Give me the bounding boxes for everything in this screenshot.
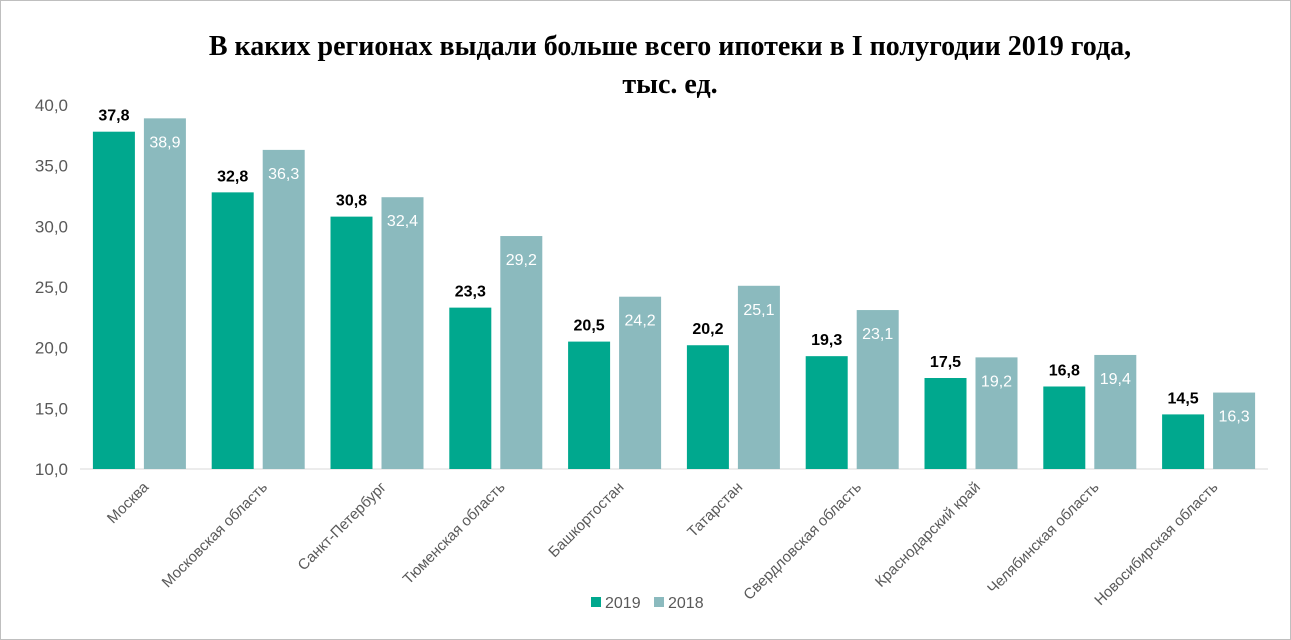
data-label-2019: 19,3 (811, 332, 842, 349)
bar-2018-6 (856, 310, 899, 469)
bar-2019-2 (330, 216, 373, 469)
bar-2019-7 (924, 378, 967, 469)
data-label-2019: 30,8 (336, 193, 367, 210)
bar-2018-5 (737, 285, 780, 469)
data-label-2018: 19,4 (1100, 371, 1131, 388)
bar-2019-1 (211, 192, 254, 470)
y-tick-label: 20,0 (35, 339, 68, 358)
bar-2019-4 (568, 341, 611, 469)
category-label: Свердловская область (740, 479, 865, 604)
data-label-2018: 36,3 (268, 166, 299, 183)
data-label-2018: 23,1 (862, 326, 893, 343)
y-tick-label: 15,0 (35, 399, 68, 418)
category-label: Татарстан (684, 479, 746, 541)
data-label-2018: 24,2 (625, 313, 656, 330)
data-label-2019: 37,8 (98, 108, 129, 125)
category-label: Московская область (159, 479, 272, 592)
y-tick-label: 35,0 (35, 157, 68, 176)
data-label-2019: 20,5 (574, 318, 605, 335)
bar-2019-5 (686, 345, 729, 469)
category-label: Новосибирская область (1091, 479, 1221, 609)
category-label: Челябинская область (984, 479, 1103, 598)
bar-2018-0 (143, 118, 186, 469)
category-label: Краснодарский край (872, 479, 984, 591)
data-label-2019: 14,5 (1168, 390, 1199, 407)
data-label-2018: 32,4 (387, 213, 418, 230)
bar-2018-3 (500, 236, 543, 469)
data-label-2018: 38,9 (149, 134, 180, 151)
data-label-2019: 16,8 (1049, 362, 1080, 379)
data-label-2019: 20,2 (692, 321, 723, 338)
chart-title-line-1: В каких регионах выдали больше всего ипо… (208, 31, 1132, 62)
data-label-2018: 29,2 (506, 252, 537, 269)
bar-2018-4 (619, 296, 662, 469)
category-label: Тюменская область (400, 479, 509, 588)
bar-2018-8 (1094, 354, 1137, 469)
chart-title: В каких регионах выдали больше всего ипо… (0, 28, 1291, 104)
bar-2018-1 (262, 149, 305, 470)
legend-label-2019: 2019 (605, 595, 641, 612)
y-tick-label: 40,0 (35, 96, 68, 115)
category-label: Санкт-Петербург (295, 478, 391, 574)
chart-title-line-2: тыс. ед. (622, 69, 718, 100)
y-tick-label: 25,0 (35, 278, 68, 297)
bar-2019-8 (1043, 386, 1086, 469)
legend-swatch-2018 (654, 597, 664, 607)
bar-2019-3 (449, 307, 492, 469)
legend-label-2018: 2018 (668, 595, 704, 612)
data-label-2019: 32,8 (217, 168, 248, 185)
bar-2018-2 (381, 197, 424, 470)
data-label-2018: 16,3 (1219, 409, 1250, 426)
bar-2018-9 (1213, 392, 1256, 469)
data-label-2019: 23,3 (455, 284, 486, 301)
bar-2019-9 (1162, 414, 1205, 469)
data-label-2018: 19,2 (981, 373, 1012, 390)
y-tick-label: 10,0 (35, 460, 68, 479)
data-label-2018: 25,1 (743, 302, 774, 319)
category-label: Москва (104, 478, 153, 527)
bar-2018-7 (975, 357, 1018, 469)
legend-swatch-2019 (591, 597, 601, 607)
category-label: Башкортостан (545, 479, 627, 561)
bar-2019-0 (92, 131, 135, 469)
data-label-2019: 17,5 (930, 354, 961, 371)
y-tick-label: 30,0 (35, 217, 68, 236)
bar-2019-6 (805, 356, 848, 469)
